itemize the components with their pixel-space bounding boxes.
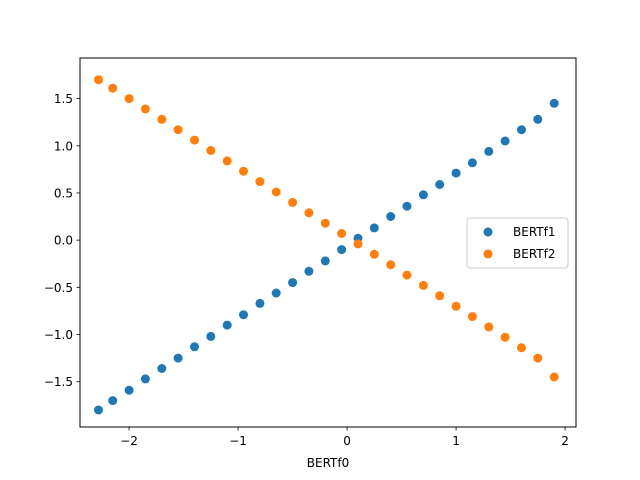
point-bertf2-14 [320,218,330,228]
point-bertf1-15 [337,245,347,255]
point-bertf2-0 [94,75,103,85]
x-tick-label-1: −1 [229,434,247,448]
point-bertf2-18 [386,260,396,270]
point-bertf2-27 [533,353,543,363]
legend-marker-bertf2 [483,249,493,259]
point-bertf2-3 [140,104,150,114]
point-bertf2-24 [484,322,494,332]
point-bertf1-0 [94,405,103,415]
point-bertf1-20 [418,190,428,200]
point-bertf2-9 [239,166,248,176]
point-bertf1-6 [190,342,199,352]
point-bertf1-28 [549,98,559,108]
point-bertf2-7 [206,146,216,155]
legend-label-bertf1: BERTf1 [513,225,555,239]
point-bertf1-25 [500,136,510,146]
point-bertf2-22 [451,301,461,311]
point-bertf1-22 [451,168,461,178]
point-bertf2-21 [435,291,445,301]
legend: BERTf1 BERTf2 [466,217,569,269]
y-tick-label-3: 0.0 [54,234,73,248]
point-bertf2-11 [271,187,281,197]
point-bertf2-10 [255,177,265,187]
point-bertf2-26 [517,343,526,353]
point-bertf1-14 [320,256,330,266]
legend-marker-bertf1 [483,227,493,237]
plot-frame [79,57,577,428]
point-bertf1-26 [517,125,526,135]
point-bertf1-1 [108,396,118,406]
point-bertf2-25 [500,332,510,342]
y-tick-label-4: 0.5 [54,186,73,200]
y-tick-label-2: −0.5 [44,281,73,295]
point-bertf2-19 [402,270,412,280]
y-tick-label-0: −1.5 [44,375,73,389]
x-tick-label-2: 0 [343,434,351,448]
point-bertf1-21 [435,180,445,189]
y-tick-label-6: 1.5 [54,92,73,106]
point-bertf1-2 [124,385,134,395]
x-tick-label-3: 1 [452,434,460,448]
y-tick-label-5: 1.0 [54,139,73,153]
point-bertf1-18 [386,212,396,221]
x-axis: −2 −1 0 1 2 [120,427,569,448]
point-bertf2-23 [467,312,477,322]
x-tick-label-4: 2 [561,434,569,448]
point-bertf1-13 [304,266,314,276]
legend-box [466,217,569,269]
legend-label-bertf2: BERTf2 [513,247,555,261]
point-bertf2-6 [190,135,199,145]
point-bertf1-27 [533,114,543,124]
point-bertf1-9 [239,310,248,320]
point-bertf2-5 [173,125,183,135]
point-bertf1-8 [222,320,232,330]
x-axis-title: BERTf0 [307,456,349,470]
point-bertf1-5 [173,353,183,363]
point-bertf1-4 [157,364,167,373]
point-bertf1-19 [402,201,412,211]
points-layer [94,75,559,415]
y-tick-label-1: −1.0 [44,328,73,342]
point-bertf1-7 [206,331,216,341]
point-bertf1-11 [271,288,281,298]
point-bertf1-3 [140,374,150,384]
x-tick-label-0: −2 [120,434,138,448]
point-bertf2-13 [304,208,314,218]
point-bertf1-23 [467,158,477,168]
point-bertf2-20 [418,280,428,290]
point-bertf2-28 [549,372,559,382]
point-bertf1-10 [255,298,265,308]
point-bertf2-12 [288,197,298,207]
point-bertf2-2 [124,94,134,104]
point-bertf2-15 [337,229,347,238]
point-bertf2-16 [353,239,363,249]
point-bertf1-12 [288,278,298,288]
point-bertf1-24 [484,146,494,156]
point-bertf2-1 [108,83,118,93]
point-bertf2-4 [157,114,167,124]
point-bertf1-17 [369,223,379,233]
point-bertf2-8 [222,156,232,166]
y-axis: −1.5 −1.0 −0.5 0.0 0.5 1.0 1.5 [44,92,80,389]
point-bertf2-17 [369,249,379,259]
